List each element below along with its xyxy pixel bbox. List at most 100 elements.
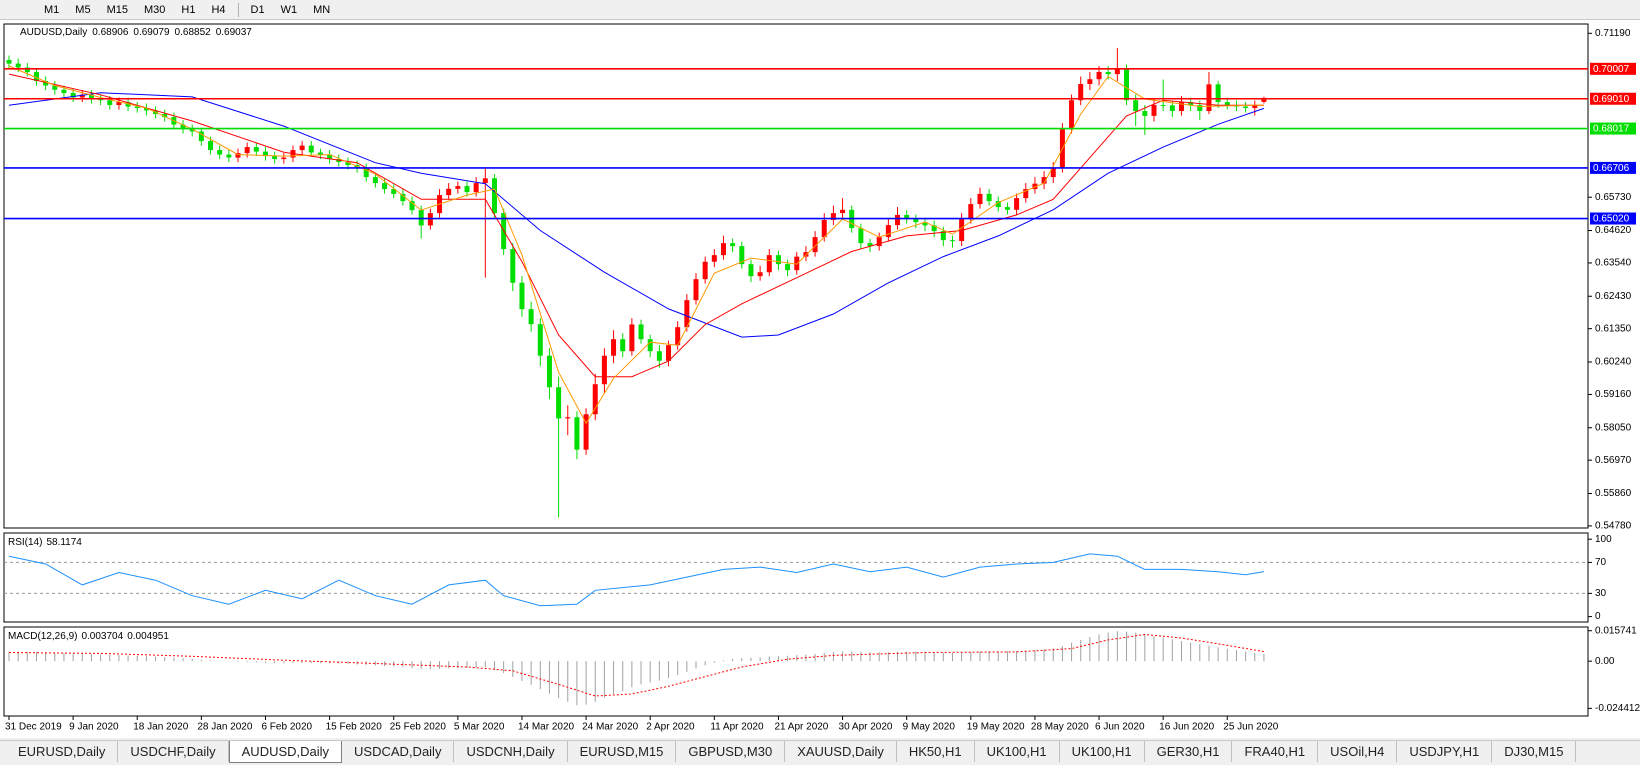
candle-body [1151, 105, 1157, 116]
candle-body [70, 93, 76, 98]
indicator-title: MACD(12,26,9) 0.003704 0.004951 [8, 631, 169, 642]
candle-body [922, 222, 928, 226]
candle-body [1188, 102, 1194, 106]
chart-tab[interactable]: USOil,H4 [1318, 741, 1398, 762]
y-tick-label: 0.71190 [1595, 28, 1631, 39]
y-tick-label: 0.59160 [1595, 389, 1632, 400]
candle-body [1215, 84, 1221, 103]
ohlc-value: 0.68852 [175, 27, 212, 38]
y-tick-label: 0.61350 [1595, 323, 1632, 334]
level-label-box [1590, 161, 1636, 174]
chart-tab[interactable]: UK100,H1 [1060, 741, 1145, 762]
panel-frame [3, 532, 1589, 623]
candle-body [812, 237, 818, 253]
candle-body [876, 237, 882, 247]
candle-body [1142, 111, 1148, 116]
indicator-line [8, 73, 1264, 378]
level-label-box [1590, 92, 1636, 105]
candle-body [217, 150, 223, 155]
candle-body [1032, 183, 1038, 190]
candle-body [931, 225, 937, 232]
panel-frame [3, 626, 1589, 717]
name: MACD(12,26,9) [8, 631, 77, 642]
timeframe-button[interactable]: M1 [44, 3, 60, 16]
timeframe-button[interactable]: M5 [75, 3, 91, 16]
candle-body [1133, 100, 1139, 112]
candle-body [620, 339, 626, 352]
y-tick-label: 0.56970 [1595, 455, 1632, 466]
chart-tab[interactable]: XAUUSD,Daily [785, 741, 897, 762]
chart-tab[interactable]: GER30,H1 [1145, 741, 1233, 762]
candle-body [1078, 84, 1084, 101]
candle-body [684, 300, 690, 328]
indicator-line [8, 553, 1264, 607]
x-tick-label: 24 Mar 2020 [582, 722, 639, 733]
timeframe-button[interactable]: H4 [211, 3, 226, 16]
candle-body [528, 309, 534, 325]
candle-body [226, 154, 232, 158]
x-tick-label: 11 Apr 2020 [710, 722, 764, 733]
candle-body [693, 279, 699, 301]
candle-body [803, 252, 809, 257]
candle-body [611, 339, 617, 356]
chart-tab[interactable]: EURUSD,M15 [568, 741, 677, 762]
candle-body [785, 264, 791, 271]
candle-body [52, 85, 58, 90]
candle-body [583, 414, 589, 450]
candle-body [1197, 105, 1203, 112]
candle-body [1105, 72, 1111, 75]
timeframe-button[interactable]: MN [313, 3, 331, 16]
candle-body [372, 177, 378, 184]
candle-body [382, 183, 388, 190]
chart-tab[interactable]: DJ30,M15 [1492, 741, 1577, 762]
timeframe-button[interactable]: M30 [143, 3, 166, 16]
chart-tab[interactable]: USDCNH,Daily [454, 741, 568, 762]
x-tick-label: 31 Dec 2019 [5, 722, 62, 733]
x-tick-label: 19 May 2020 [967, 722, 1025, 733]
x-tick-label: 5 Mar 2020 [454, 722, 505, 733]
chart-tab[interactable]: USDCAD,Daily [342, 741, 455, 762]
candle-body [858, 228, 864, 244]
candle-body [116, 102, 122, 106]
candle-body [766, 255, 772, 273]
chart-tab[interactable]: FRA40,H1 [1232, 741, 1319, 762]
candle-body [464, 186, 470, 193]
chart-tab[interactable]: USDCHF,Daily [118, 741, 229, 762]
candle-body [79, 94, 85, 98]
candle-body [1206, 84, 1212, 112]
candle-body [739, 246, 745, 265]
candle-body [15, 63, 21, 68]
value: 0.004951 [127, 631, 169, 642]
chart-tab[interactable]: HK50,H1 [897, 741, 975, 762]
candle-body [1252, 105, 1258, 109]
chart-tab[interactable]: UK100,H1 [975, 741, 1060, 762]
candle-body [491, 178, 497, 214]
chart-tab[interactable]: AUDUSD,Daily [228, 741, 343, 763]
candle-body [33, 72, 39, 82]
candle-body [281, 157, 287, 160]
y-tick-label: 100 [1595, 534, 1612, 545]
y-tick-label: 70 [1595, 557, 1607, 568]
timeframe-button[interactable]: H1 [181, 3, 196, 16]
chart-tab[interactable]: EURUSD,Daily [6, 741, 119, 762]
level-label-box [1590, 122, 1636, 135]
candle-body [61, 89, 67, 94]
chart-tab[interactable]: USDJPY,H1 [1397, 741, 1493, 762]
candle-body [345, 162, 351, 166]
chart-tab[interactable]: GBPUSD,M30 [676, 741, 786, 762]
candle-body [24, 67, 30, 73]
x-tick-label: 30 Apr 2020 [839, 722, 893, 733]
level-label: 0.69010 [1593, 94, 1630, 105]
name: RSI(14) [8, 537, 42, 548]
x-tick-label: 21 Apr 2020 [774, 722, 828, 733]
timeframe-button[interactable]: D1 [250, 3, 265, 16]
candle-body [794, 256, 800, 271]
x-tick-label: 6 Jun 2020 [1095, 722, 1145, 733]
candle-body [308, 145, 314, 153]
candle-body [895, 214, 901, 226]
timeframe-button[interactable]: M15 [106, 3, 128, 16]
timeframe-button[interactable]: W1 [280, 3, 298, 16]
separator [237, 2, 239, 17]
y-tick-label: -0.024412 [1595, 703, 1640, 714]
